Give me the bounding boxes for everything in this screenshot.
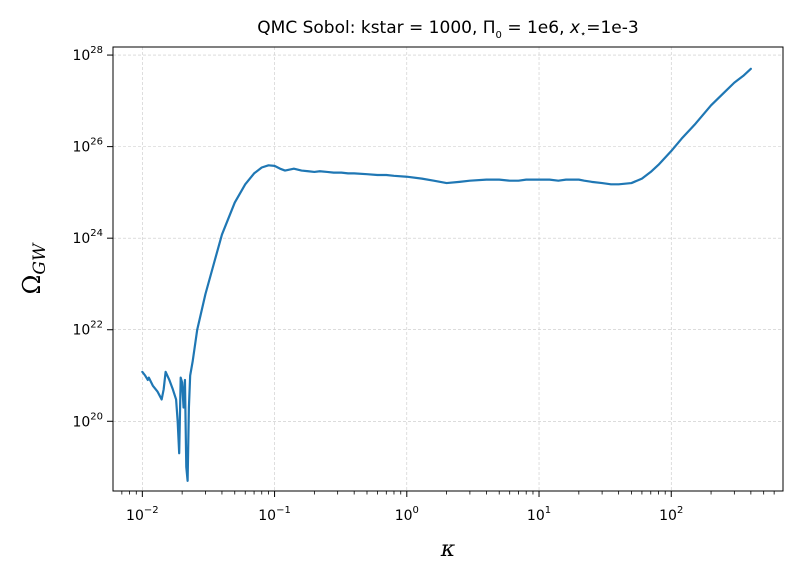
plot-frame	[112, 46, 784, 492]
y-axis-label: ΩGW	[18, 242, 50, 294]
ticks: 10−2 10−1 100 101 102 1020 1022 1024 1026 1028	[72, 45, 775, 524]
series-line	[141, 67, 752, 482]
x-tick-label: 101	[527, 505, 551, 524]
y-tick-label: 1024	[72, 228, 103, 247]
x-tick-label: 10−2	[126, 505, 159, 524]
x-tick-label: 100	[395, 505, 419, 524]
y-tick-label: 1020	[72, 411, 103, 430]
grid	[113, 47, 783, 491]
y-tick-label: 1028	[72, 45, 103, 64]
chart-title: QMC Sobol: kstar = 1000, Π0 = 1e6, x⋆=1e…	[257, 18, 638, 41]
y-tick-label: 1022	[72, 320, 103, 339]
x-tick-label: 10−1	[258, 505, 291, 524]
series-layer	[141, 67, 752, 482]
y-tick-label: 1026	[72, 137, 103, 156]
x-axis-label: κ	[440, 537, 456, 562]
x-tick-label: 102	[659, 505, 683, 524]
